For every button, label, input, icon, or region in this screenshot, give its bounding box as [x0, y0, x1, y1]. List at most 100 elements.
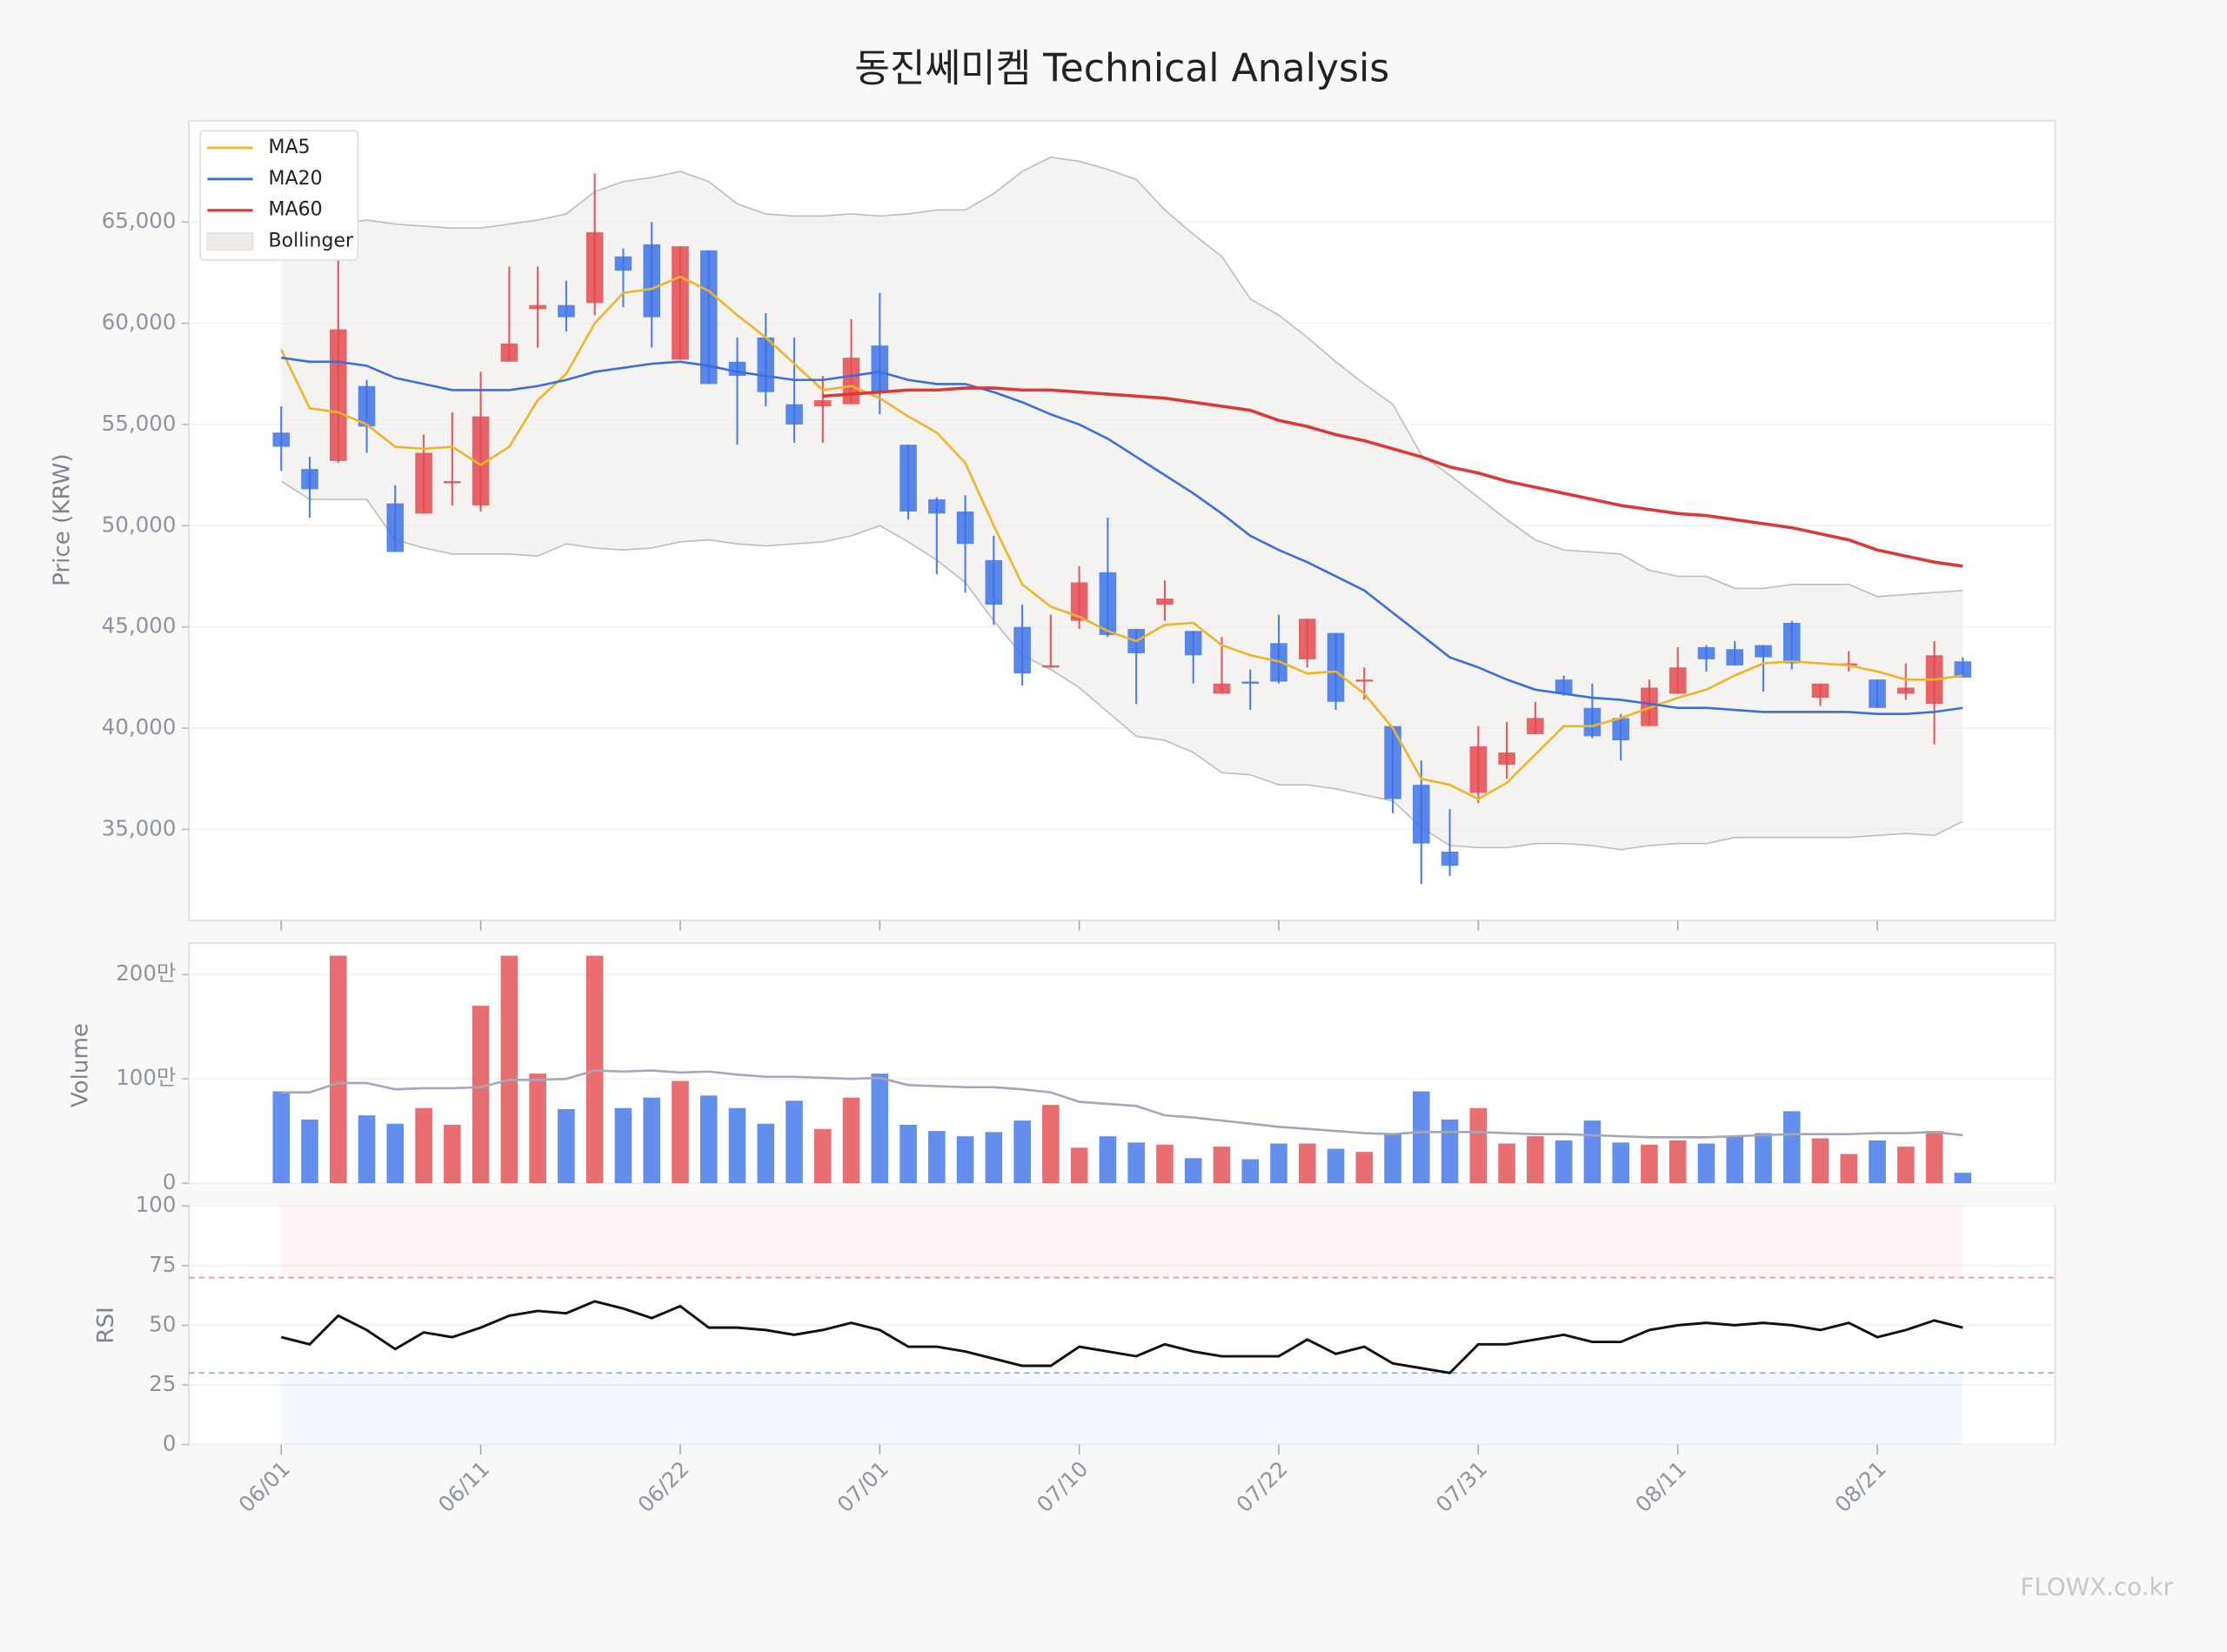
y-tick-label: 50,000 — [102, 512, 177, 537]
volume-bar — [1270, 1143, 1287, 1184]
candle-body — [415, 452, 432, 514]
volume-bar — [1925, 1131, 1943, 1184]
candle-body — [1527, 718, 1544, 734]
rsi-line — [280, 1300, 1963, 1374]
chart-title: 동진쎄미켐 Technical Analysis — [854, 47, 1389, 91]
candle-body — [529, 304, 546, 310]
candle-body — [1013, 626, 1031, 674]
y-tick-label: 0 — [163, 1169, 177, 1194]
volume-bar — [728, 1107, 746, 1184]
candle-body — [1669, 667, 1687, 694]
volume-bar — [1697, 1143, 1715, 1184]
candle-body — [1355, 679, 1374, 682]
volume-bar — [444, 1124, 461, 1184]
oversold-zone — [281, 1373, 1963, 1445]
volume-bar — [614, 1107, 632, 1184]
y-tick-label: 40,000 — [102, 714, 177, 739]
y-axis-label: Price (KRW) — [49, 453, 75, 585]
y-tick-label: 100만 — [116, 1065, 176, 1090]
volume-bar — [558, 1108, 575, 1184]
candle-body — [1869, 679, 1886, 708]
candle-body — [813, 400, 832, 407]
volume-bar — [1669, 1140, 1687, 1184]
candle-body — [1498, 752, 1515, 765]
volume-bar — [500, 955, 518, 1184]
volume-bar — [1327, 1148, 1345, 1184]
candle-body — [786, 404, 803, 425]
volume-bar — [1156, 1144, 1174, 1184]
candle-body — [1070, 582, 1088, 621]
y-tick-label: 60,000 — [102, 310, 177, 335]
volume-bar — [813, 1128, 832, 1184]
legend-label: MA5 — [269, 137, 311, 158]
ma-line — [281, 356, 1963, 716]
candle-body — [1583, 707, 1602, 737]
volume-bar — [842, 1097, 860, 1184]
volume-bar — [1241, 1159, 1260, 1184]
legend-label: MA20 — [269, 168, 323, 190]
candle-body — [358, 385, 376, 427]
candle-body — [1184, 631, 1202, 656]
volume-bar — [1897, 1147, 1915, 1184]
y-axis-label: Volume — [68, 1023, 94, 1107]
volume-bar — [1869, 1140, 1886, 1184]
candle-body — [699, 250, 718, 385]
volume-bar — [956, 1136, 974, 1184]
volume-bar — [471, 1006, 490, 1184]
ma-line — [822, 386, 1963, 568]
volume-ma-line — [281, 1069, 1963, 1139]
y-tick-label: 0 — [163, 1431, 177, 1456]
bollinger-lower — [280, 480, 1963, 851]
y-tick-label: 35,000 — [102, 815, 177, 840]
volume-bar — [899, 1124, 917, 1184]
candle-body — [1298, 619, 1316, 659]
legend-swatch — [206, 232, 254, 251]
volume-bar — [1641, 1144, 1658, 1184]
candle-body — [1241, 681, 1260, 684]
volume-bar — [1213, 1147, 1231, 1184]
volume-bar — [1840, 1154, 1858, 1184]
volume-bar — [529, 1073, 546, 1184]
candle-body — [1441, 851, 1459, 866]
candle-body — [1726, 649, 1744, 665]
y-tick-label: 65,000 — [102, 208, 177, 233]
candle-body — [614, 256, 632, 271]
candle-body — [1384, 726, 1401, 799]
legend-label: MA60 — [269, 199, 323, 221]
volume-bar — [871, 1073, 889, 1184]
watermark: FLOWX.co.kr — [2020, 1572, 2173, 1601]
volume-bar — [1355, 1152, 1374, 1184]
candle-body — [1469, 746, 1488, 793]
volume-bar — [1184, 1158, 1202, 1184]
candle-body — [1156, 599, 1174, 605]
candle-body — [928, 499, 946, 514]
volume-bar — [329, 955, 347, 1184]
ma-line — [280, 275, 1963, 800]
candle-body — [643, 244, 660, 318]
volume-bar — [1013, 1120, 1031, 1184]
candle-body — [585, 231, 604, 304]
candle-body — [1755, 645, 1772, 658]
legend: MA5 MA20 MA60 Bollinger — [199, 130, 359, 261]
volume-bar — [699, 1095, 718, 1184]
candle-body — [329, 329, 347, 461]
bollinger-upper — [280, 156, 1963, 598]
legend-box — [199, 130, 359, 261]
volume-bar — [1413, 1091, 1430, 1184]
candle-body — [757, 337, 775, 392]
candle-body — [1042, 665, 1060, 668]
candle-body — [1413, 785, 1430, 844]
volume-bar — [1127, 1142, 1145, 1184]
volume-bar — [1441, 1119, 1459, 1184]
candle-body — [558, 304, 575, 318]
volume-bar — [1954, 1173, 1972, 1184]
volume-bar — [272, 1091, 291, 1184]
volume-bar — [757, 1123, 775, 1184]
volume-bar — [1755, 1133, 1772, 1184]
legend-label: Bollinger — [269, 231, 354, 252]
volume-bar — [415, 1107, 432, 1184]
y-tick-label: 200만 — [116, 960, 176, 986]
volume-bar — [1498, 1143, 1515, 1184]
